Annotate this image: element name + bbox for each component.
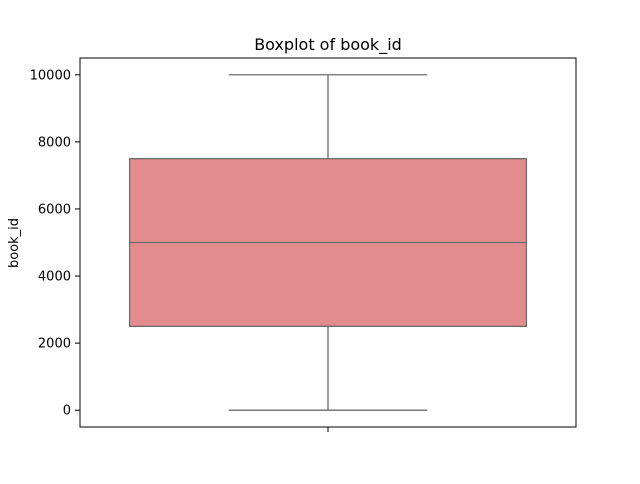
y-tick-label: 4000 <box>38 270 71 285</box>
axes-frame <box>79 57 577 428</box>
y-axis-title: book_id <box>7 218 22 268</box>
y-tick-label: 10000 <box>30 68 71 83</box>
y-tick-label: 6000 <box>38 202 71 217</box>
chart-title: Boxplot of book_id <box>254 35 402 55</box>
y-tick-label: 8000 <box>38 135 71 150</box>
y-tick-label: 2000 <box>38 337 71 352</box>
y-tick-label: 0 <box>63 404 71 419</box>
plot-area: 0 2000 4000 6000 8000 10000 <box>30 68 528 432</box>
